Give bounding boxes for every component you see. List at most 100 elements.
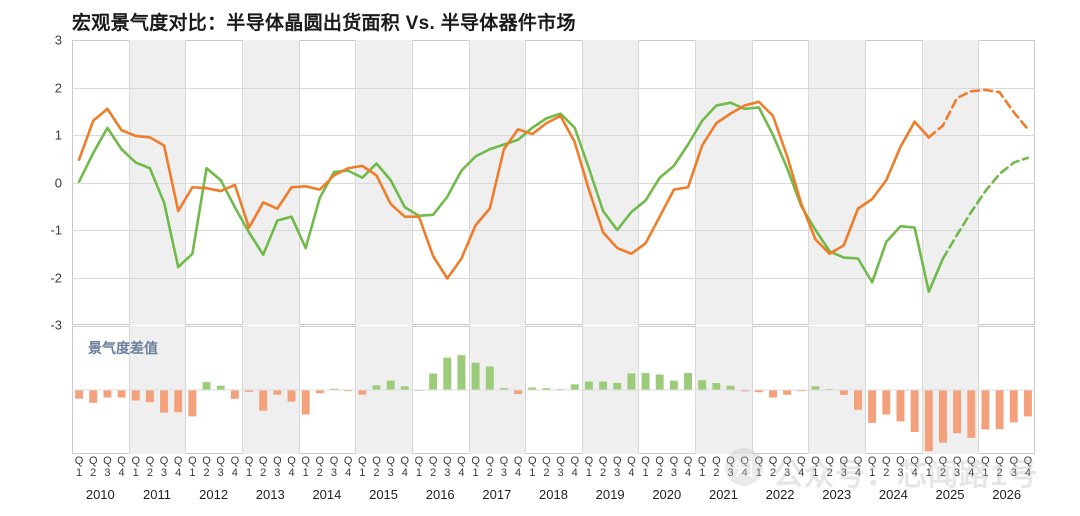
difference-bar (839, 390, 848, 395)
x-tick-year: 2014 (312, 487, 342, 502)
page-title: 宏观景气度对比：半导体晶圆出货面积 Vs. 半导体器件市场 (72, 13, 576, 34)
y-tick-label: 1 (54, 127, 62, 143)
difference-bar (769, 390, 777, 398)
y-gridline (72, 277, 1035, 279)
difference-bar (783, 390, 792, 395)
difference-bar (882, 390, 891, 415)
y-tick-label: 0 (54, 175, 62, 190)
difference-bar (528, 387, 537, 390)
y-gridline (72, 87, 1035, 89)
difference-bar (485, 366, 494, 390)
difference-bar (868, 390, 877, 423)
difference-bar (131, 390, 140, 401)
difference-bar (570, 384, 579, 390)
series-forecast-wafer (941, 156, 1030, 260)
difference-bar (89, 390, 98, 403)
difference-bar (330, 388, 338, 390)
difference-bar (358, 390, 367, 395)
difference-bar (684, 373, 692, 390)
difference-bar (669, 380, 678, 390)
series-line-device (77, 100, 931, 280)
difference-bar (344, 390, 353, 392)
x-tick-year: 2019 (595, 487, 625, 502)
difference-bar (811, 386, 820, 390)
difference-bar (797, 390, 806, 392)
y-tick-label: -1 (50, 222, 62, 238)
difference-bar (698, 380, 707, 390)
difference-bar (655, 374, 664, 390)
x-tick-year: 2012 (199, 487, 229, 502)
difference-bar (584, 381, 593, 390)
difference-bar (712, 383, 721, 390)
difference-bar (499, 388, 508, 390)
x-tick-year: 2026 (992, 487, 1022, 502)
difference-bar (273, 390, 282, 395)
main-chart-panel (72, 40, 1035, 325)
difference-bar (754, 390, 763, 393)
x-tick-year: 2021 (708, 487, 738, 502)
x-tick-year: 2017 (482, 487, 512, 502)
difference-bar (301, 390, 310, 415)
difference-bar (854, 390, 862, 410)
difference-bar (400, 386, 409, 390)
difference-bar (457, 355, 466, 390)
x-tick-year: 2022 (765, 487, 795, 502)
difference-bar (259, 390, 268, 411)
difference-bar (429, 373, 438, 390)
difference-chart-panel (72, 326, 1035, 454)
difference-bar (372, 385, 381, 390)
difference-bar (471, 362, 480, 390)
series-line-wafer (77, 101, 945, 294)
difference-bar (981, 390, 990, 430)
difference-bar (995, 390, 1004, 430)
difference-bar (1023, 390, 1032, 417)
difference-bar (315, 390, 324, 394)
difference-bar (188, 390, 197, 417)
